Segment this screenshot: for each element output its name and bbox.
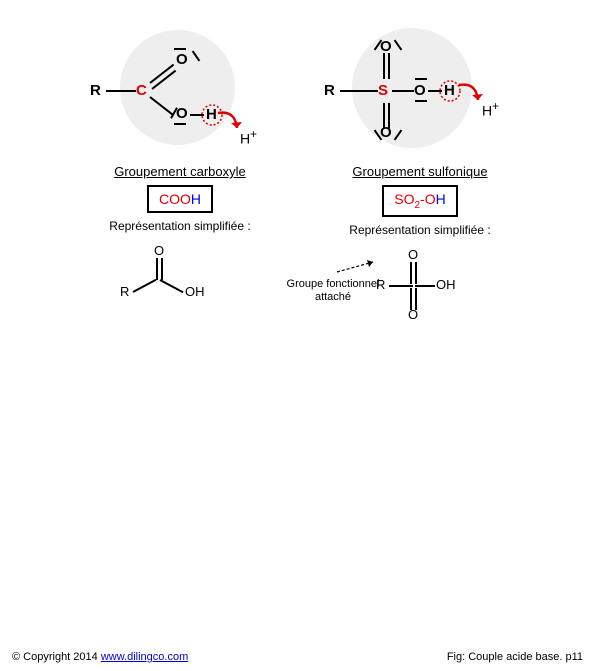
- formula-blue: H: [191, 191, 201, 207]
- carboxyl-title-text: Groupement carboxyle: [114, 164, 246, 179]
- sulfonic-diagram: R S O O O H: [310, 20, 530, 160]
- o-right: O: [414, 82, 426, 99]
- h-plus-sup: +: [492, 100, 499, 113]
- formula-dash: -O: [420, 191, 436, 207]
- figure-container: R C O O H: [0, 0, 595, 671]
- repr-label-right: Représentation simplifiée :: [310, 223, 530, 237]
- simple-oh: OH: [436, 277, 456, 292]
- h-plus-h: H: [482, 103, 492, 119]
- source-link[interactable]: www.dilingco.com: [101, 651, 188, 663]
- h-atom: H: [444, 82, 455, 99]
- formula-red: COO: [159, 191, 191, 207]
- simple-r: R: [120, 284, 129, 299]
- lonepair: [174, 48, 186, 50]
- h-plus-h: H: [240, 131, 250, 147]
- func-group-label: Groupe fonctionnel attaché: [278, 278, 388, 304]
- o-upper: O: [176, 51, 188, 68]
- h-plus: H+: [240, 128, 257, 147]
- formula-blue: H: [436, 191, 446, 207]
- sulfonic-formula-box: SO2-OH: [310, 179, 530, 217]
- lonepair: [174, 123, 186, 125]
- sk-bond: [133, 279, 157, 293]
- sk-bond: [389, 285, 413, 287]
- c-atom: C: [136, 82, 147, 99]
- simple-o-top: O: [408, 247, 418, 262]
- bond-s-o3: [392, 90, 414, 92]
- carboxyl-title: Groupement carboxyle: [70, 164, 290, 179]
- bond-r-c: [106, 90, 136, 92]
- lonepair: [415, 78, 427, 80]
- s-atom: S: [378, 82, 388, 99]
- figure-caption: Fig: Couple acide base. p11: [447, 651, 583, 663]
- footer: © Copyright 2014 www.dilingco.com Fig: C…: [0, 651, 595, 663]
- sk-bond2: [160, 279, 184, 293]
- r-atom: R: [324, 82, 335, 99]
- copyright-text: © Copyright 2014: [12, 651, 101, 663]
- sulfonic-title: Groupement sulfonique: [310, 164, 530, 179]
- bond-s-o-top-b: [388, 53, 390, 79]
- carboxyl-column: R C O O H: [70, 20, 290, 319]
- r-atom: R: [90, 82, 101, 99]
- carboxyl-formula-box: COOH: [70, 179, 290, 213]
- h-plus-sup: +: [250, 128, 257, 141]
- lonepair: [415, 100, 427, 102]
- sk-dbl1: [156, 258, 158, 280]
- repr-label-left: Représentation simplifiée :: [70, 219, 290, 233]
- simple-o-bot: O: [408, 307, 418, 322]
- dashed-arrow: [335, 258, 385, 278]
- bond-r-s: [340, 90, 378, 92]
- simple-oh: OH: [185, 284, 205, 299]
- sulfonic-title-text: Groupement sulfonique: [352, 164, 487, 179]
- sk-dbl2: [161, 258, 163, 280]
- func-label-l2: attaché: [315, 291, 351, 303]
- copyright: © Copyright 2014 www.dilingco.com: [12, 651, 188, 663]
- carboxyl-diagram: R C O O H: [70, 20, 290, 160]
- carboxyl-simple: R O OH: [70, 239, 290, 319]
- sk-dbl1: [410, 262, 412, 284]
- formula-red: SO: [394, 191, 414, 207]
- simple-o: O: [154, 243, 164, 258]
- sk-bond2: [415, 285, 435, 287]
- bond-s-o-top-a: [383, 53, 385, 79]
- h-plus: H+: [482, 100, 499, 119]
- func-label-l1: Groupe fonctionnel: [287, 278, 380, 290]
- sk-dbl2: [415, 262, 417, 284]
